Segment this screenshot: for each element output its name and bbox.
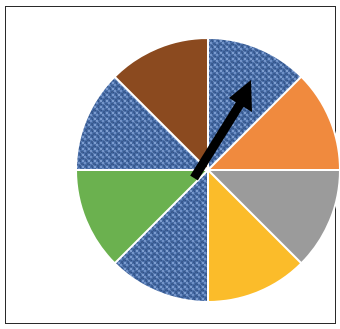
spinner-sector-5 [113, 169, 209, 303]
arrow-shaft [190, 101, 244, 181]
spinner-sectors [75, 37, 340, 303]
spinner-sector-1 [207, 37, 303, 171]
arrow-icon [190, 80, 252, 181]
spinner-sector-7 [75, 75, 209, 171]
spinner-sector-4 [207, 169, 303, 303]
spinner-sector-6 [75, 169, 209, 265]
spinner-sector-8 [113, 37, 209, 171]
arrow-head [229, 80, 252, 112]
